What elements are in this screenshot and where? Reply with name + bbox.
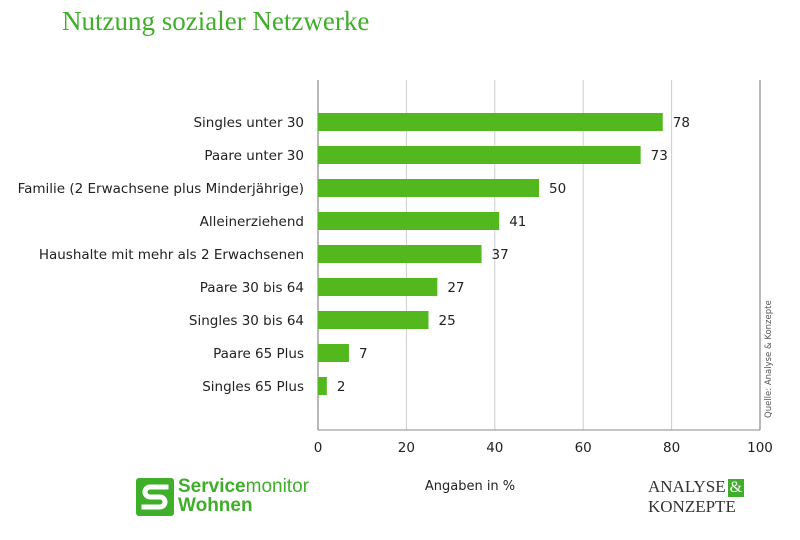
servicemonitor-wohnen-logo: Servicemonitor Wohnen: [136, 476, 326, 520]
x-tick-label: 100: [747, 440, 773, 456]
category-label: Haushalte mit mehr als 2 Erwachsenen: [39, 247, 304, 263]
bars: [318, 113, 663, 395]
servicemonitor-logo-mark: [136, 478, 174, 516]
x-tick-label: 20: [398, 440, 415, 456]
category-label: Paare unter 30: [204, 148, 304, 164]
data-label: 7: [359, 346, 368, 362]
data-label: 78: [673, 115, 690, 131]
data-label: 25: [439, 313, 456, 329]
labels: 0 20 40 60 80 100 Singles unter 30 78 Paare unte…: [18, 115, 773, 456]
wohnen-logo-text: Wohnen: [178, 495, 253, 516]
x-tick-label: 60: [575, 440, 592, 456]
analyse-konzepte-logo: ANALYSE & KONZEPTE: [648, 477, 745, 516]
data-label: 41: [509, 214, 526, 230]
x-tick-label: 80: [663, 440, 680, 456]
data-label: 73: [651, 148, 668, 164]
bar: [318, 377, 327, 395]
bar: [318, 179, 539, 197]
category-label: Singles 30 bis 64: [189, 313, 304, 329]
bar: [318, 212, 500, 230]
category-label: Singles unter 30: [193, 115, 304, 131]
category-label: Familie (2 Erwachsene plus Minderjährige…: [18, 181, 304, 197]
bar: [318, 278, 438, 296]
chart-title: Nutzung sozialer Netzwerke: [62, 6, 370, 36]
x-tick-label: 40: [486, 440, 503, 456]
bar: [318, 311, 429, 329]
data-label: 27: [447, 280, 464, 296]
category-label: Alleinerziehend: [200, 214, 304, 230]
data-label: 2: [337, 379, 346, 395]
data-label: 50: [549, 181, 566, 197]
x-tick-label: 0: [314, 440, 323, 456]
bar: [318, 245, 482, 263]
bar: [318, 344, 349, 362]
servicemonitor-logo-text: Servicemonitor: [178, 476, 309, 497]
bar: [318, 113, 663, 131]
category-label: Paare 65 Plus: [213, 346, 304, 362]
source-note: Quelle: Analyse & Konzepte: [764, 300, 774, 418]
category-label: Singles 65 Plus: [202, 379, 304, 395]
x-axis-label: Angaben in %: [424, 479, 516, 494]
bar: [318, 146, 641, 164]
data-label: 37: [492, 247, 509, 263]
category-label: Paare 30 bis 64: [200, 280, 304, 296]
